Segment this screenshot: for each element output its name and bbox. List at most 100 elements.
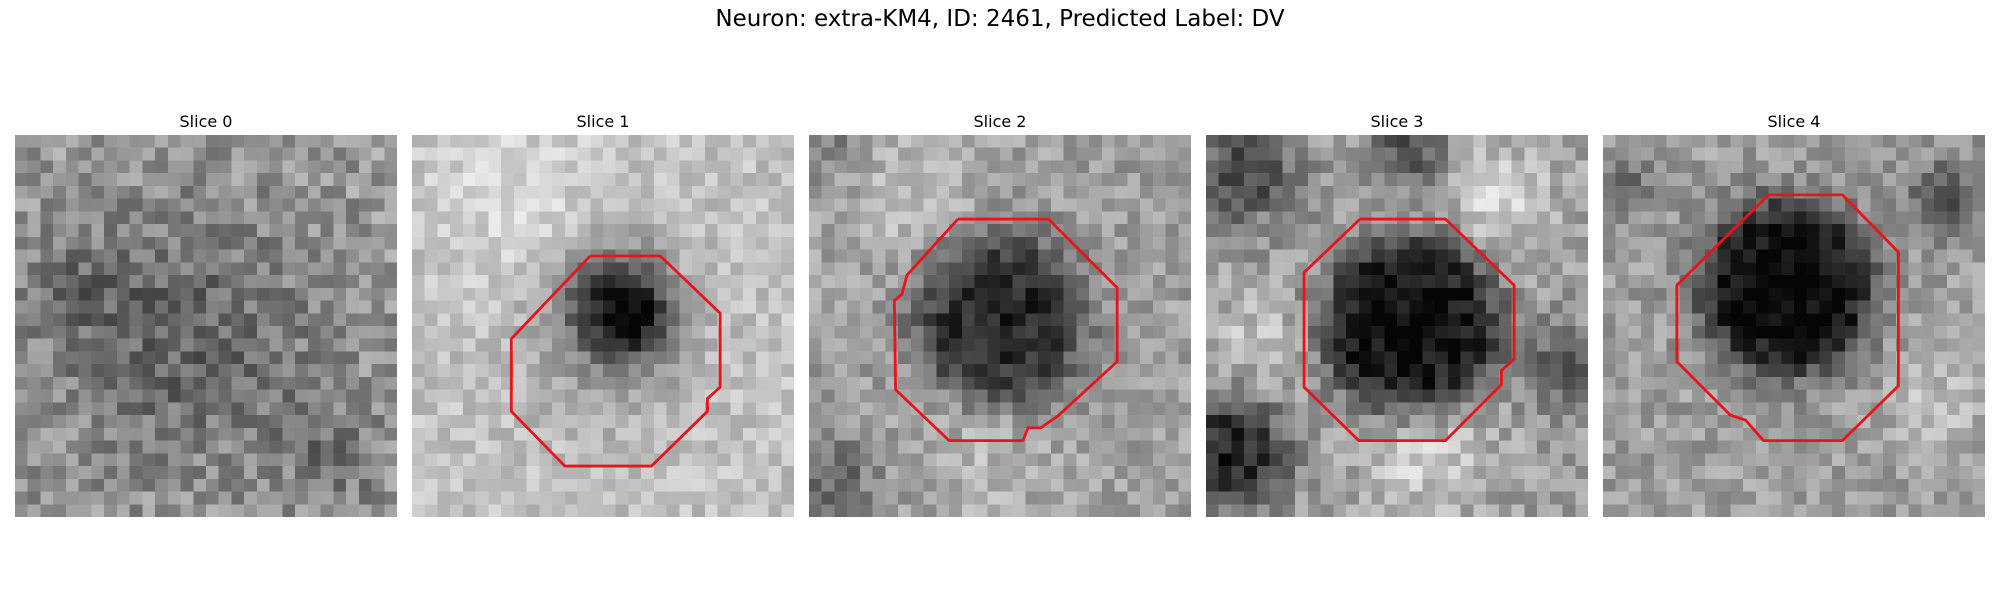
pixel bbox=[1615, 262, 1629, 276]
pixel bbox=[564, 224, 578, 238]
pixel bbox=[1844, 313, 1858, 327]
pixel bbox=[1743, 147, 1757, 161]
pixel bbox=[1152, 427, 1166, 441]
pixel bbox=[1537, 491, 1551, 505]
pixel bbox=[1447, 287, 1461, 301]
pixel bbox=[743, 249, 757, 263]
pixel bbox=[1012, 275, 1026, 289]
pixel bbox=[40, 135, 54, 148]
pixel bbox=[256, 415, 270, 429]
pixel bbox=[488, 427, 502, 441]
pixel bbox=[116, 185, 130, 199]
pixel bbox=[1832, 504, 1846, 517]
pixel bbox=[1409, 351, 1423, 365]
pixel bbox=[1870, 376, 1884, 390]
pixel bbox=[1537, 236, 1551, 250]
pixel bbox=[1575, 198, 1588, 212]
pixel bbox=[1806, 300, 1820, 314]
pixel bbox=[936, 389, 950, 403]
pixel bbox=[129, 440, 143, 454]
pixel bbox=[1615, 198, 1629, 212]
pixel bbox=[949, 185, 963, 199]
pixel bbox=[1422, 376, 1436, 390]
pixel bbox=[679, 236, 693, 250]
pixel bbox=[1178, 313, 1191, 327]
pixel bbox=[256, 173, 270, 187]
pixel bbox=[821, 440, 835, 454]
pixel bbox=[743, 211, 757, 225]
pixel bbox=[1704, 453, 1718, 467]
pixel bbox=[1371, 313, 1385, 327]
pixel bbox=[1384, 478, 1398, 492]
pixel bbox=[1603, 224, 1616, 238]
pixel bbox=[730, 300, 744, 314]
pixel bbox=[859, 262, 873, 276]
pixel bbox=[1615, 491, 1629, 505]
pixel bbox=[949, 262, 963, 276]
pixel bbox=[1127, 313, 1141, 327]
pixel bbox=[1743, 453, 1757, 467]
pixel bbox=[282, 147, 296, 161]
pixel bbox=[1870, 351, 1884, 365]
pixel bbox=[1473, 185, 1487, 199]
pixel bbox=[513, 504, 527, 517]
pixel bbox=[346, 338, 360, 352]
pixel bbox=[923, 198, 937, 212]
pixel bbox=[847, 236, 861, 250]
pixel bbox=[1946, 389, 1960, 403]
pixel bbox=[282, 287, 296, 301]
pixel bbox=[358, 326, 372, 339]
pixel bbox=[923, 376, 937, 390]
pixel bbox=[1320, 440, 1334, 454]
pixel bbox=[462, 249, 476, 263]
pixel bbox=[91, 427, 105, 441]
pixel bbox=[834, 173, 848, 187]
pixel bbox=[65, 338, 79, 352]
pixel bbox=[615, 313, 629, 327]
pixel bbox=[307, 376, 321, 390]
pixel bbox=[78, 300, 92, 314]
pixel bbox=[269, 160, 283, 174]
pixel bbox=[1615, 389, 1629, 403]
pixel bbox=[1397, 338, 1410, 352]
pixel bbox=[1038, 313, 1052, 327]
pixel bbox=[564, 236, 578, 250]
pixel bbox=[1231, 160, 1245, 174]
pixel bbox=[1575, 415, 1588, 429]
pixel bbox=[501, 275, 515, 289]
roi-outline bbox=[892, 217, 1119, 443]
pixel bbox=[1743, 135, 1757, 148]
pixel bbox=[437, 427, 451, 441]
pixel bbox=[295, 415, 309, 429]
pixel bbox=[1282, 376, 1296, 390]
pixel bbox=[1794, 389, 1807, 403]
pixel bbox=[1908, 376, 1922, 390]
pixel bbox=[1794, 453, 1807, 467]
pixel bbox=[142, 351, 156, 365]
pixel bbox=[1422, 440, 1436, 454]
pixel bbox=[501, 326, 515, 339]
pixel bbox=[1870, 478, 1884, 492]
pixel bbox=[256, 402, 270, 416]
pixel bbox=[437, 160, 451, 174]
pixel bbox=[1063, 466, 1077, 480]
pixel bbox=[424, 236, 438, 250]
pixel bbox=[15, 491, 28, 505]
pixel bbox=[1218, 364, 1232, 378]
pixel bbox=[1025, 478, 1039, 492]
pixel bbox=[116, 198, 130, 212]
pixel bbox=[730, 478, 744, 492]
pixel bbox=[1333, 338, 1347, 352]
pixel bbox=[27, 415, 41, 429]
pixel bbox=[768, 313, 782, 327]
slice-4-title: Slice 4 bbox=[1767, 112, 1821, 131]
pixel bbox=[1218, 262, 1232, 276]
pixel bbox=[53, 236, 67, 250]
pixel bbox=[987, 262, 1001, 276]
pixel bbox=[1307, 211, 1321, 225]
pixel bbox=[821, 198, 835, 212]
pixel bbox=[1307, 491, 1321, 505]
pixel bbox=[1269, 351, 1283, 365]
pixel bbox=[1165, 211, 1179, 225]
pixel bbox=[1447, 415, 1461, 429]
